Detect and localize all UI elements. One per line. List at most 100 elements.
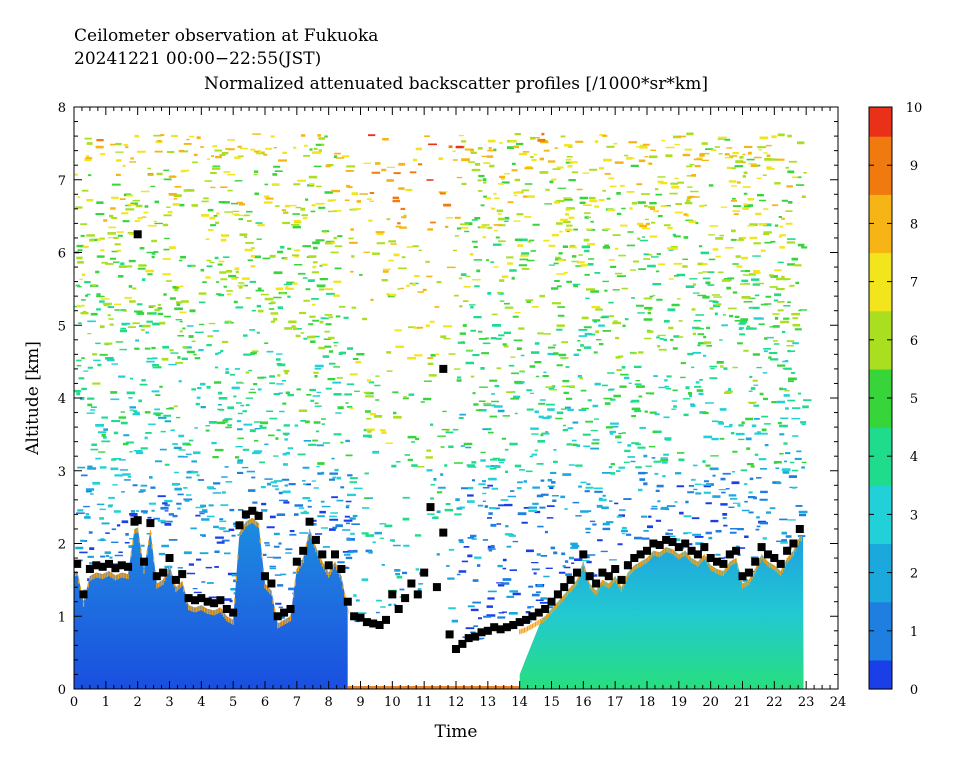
colorbar-segment [869, 155, 892, 166]
cloud-base-point [222, 605, 231, 613]
y-tick-label: 3 [58, 465, 66, 480]
cloud-base-point [630, 554, 639, 562]
x-tick-label: 1 [102, 695, 110, 710]
x-tick-label: 9 [356, 695, 364, 710]
cloud-base-point [124, 562, 133, 571]
cloud-base-point [725, 550, 734, 559]
cloud-base-point [693, 550, 702, 559]
colorbar-segment [869, 194, 892, 205]
cloud-base-point [248, 506, 257, 515]
y-tick-label: 6 [58, 247, 66, 262]
colorbar-segment [869, 446, 892, 457]
cloud-base-point [273, 612, 282, 621]
x-tick-label: 2 [134, 695, 142, 710]
colorbar-segment [869, 213, 892, 224]
cloud-base-point [388, 590, 397, 599]
colorbar-segment [869, 533, 892, 545]
cloud-base-point [324, 561, 333, 570]
x-tick-label: 15 [543, 695, 560, 710]
surface-layer-strip [347, 686, 520, 689]
x-tick-label: 12 [448, 695, 465, 710]
cloud-base-point [515, 618, 524, 627]
cloud-base-point [184, 594, 193, 603]
cloud-base-point [267, 579, 276, 588]
x-tick-label: 5 [229, 695, 237, 710]
cloud-base-point [636, 550, 645, 559]
colorbar-segment [869, 543, 892, 554]
cloud-base-point [789, 539, 798, 548]
colorbar-segment [869, 611, 892, 622]
colorbar-segment [869, 116, 892, 127]
cloud-base-point [783, 546, 792, 555]
cloud-base-point [111, 564, 120, 573]
cloud-base-point [764, 550, 772, 559]
colorbar-tick-label: 1 [910, 625, 918, 640]
cloud-base-point [458, 639, 467, 648]
colorbar-segment [869, 320, 892, 331]
y-tick-label: 8 [58, 101, 66, 116]
colorbar-segment [869, 669, 892, 680]
colorbar-segment [869, 281, 892, 292]
cloud-base-point [509, 621, 518, 629]
cloud-base-point [617, 575, 626, 584]
colorbar-segment [869, 601, 892, 612]
cloud-base-point [178, 570, 187, 579]
x-tick-label: 18 [639, 695, 656, 710]
cloud-base-point [477, 628, 486, 637]
cloud-base-point [98, 562, 107, 571]
cloud-base-point [795, 525, 804, 533]
x-tick-label: 7 [293, 695, 301, 710]
cloud-base-point [483, 626, 492, 635]
cloud-base-point [117, 561, 126, 570]
cloud-base-point [420, 568, 429, 577]
colorbar-segment [869, 378, 892, 389]
colorbar-segment [869, 368, 892, 380]
cloud-base-point [318, 550, 327, 559]
cloud-base-point [687, 546, 696, 555]
x-tick-label: 10 [384, 695, 401, 710]
cloud-base-point [191, 596, 199, 605]
cloud-base-point [553, 590, 562, 599]
isolated-cloud-point [439, 364, 448, 373]
x-tick-label: 0 [70, 695, 78, 710]
y-tick-label: 0 [58, 683, 66, 698]
colorbar-segment [869, 514, 892, 525]
x-tick-label: 16 [575, 695, 592, 710]
colorbar-segment [869, 475, 892, 486]
cloud-base-point [311, 535, 320, 544]
plot-area [74, 107, 838, 689]
cloud-base-point [92, 561, 101, 570]
colorbar-segment [869, 339, 892, 351]
cloud-base-point [534, 608, 543, 617]
colorbar-tick-label: 6 [910, 334, 918, 349]
colorbar-tick-label: 7 [910, 276, 918, 291]
cloud-base-point [662, 535, 671, 544]
colorbar-segment [869, 630, 892, 642]
colorbar-segment [869, 223, 892, 234]
cloud-base-point [452, 645, 460, 653]
cloud-base-point [770, 554, 779, 562]
cloud-base-point [649, 539, 658, 548]
cloud-base-point [496, 625, 505, 634]
colorbar-segment [869, 359, 892, 370]
colorbar-segment [869, 310, 892, 321]
cloud-base-point [700, 543, 709, 552]
x-tick-label: 21 [734, 695, 751, 710]
cloud-base-point [343, 597, 352, 606]
cloud-base-point [146, 519, 155, 528]
cloud-base-point [382, 615, 390, 624]
colorbar-segment [869, 204, 892, 215]
colorbar-segment [869, 136, 892, 147]
cloud-base-point [598, 568, 607, 577]
cloud-base-point [738, 572, 747, 581]
colorbar-segment [869, 126, 892, 137]
colorbar-segment [869, 262, 892, 273]
cloud-base-point [706, 554, 715, 562]
x-tick-label: 8 [325, 695, 333, 710]
cloud-base-point [566, 575, 575, 584]
cloud-base-points [74, 230, 804, 653]
colorbar-segment [869, 184, 892, 195]
cloud-base-point [604, 572, 613, 581]
colorbar-tick-label: 0 [910, 683, 918, 698]
cloud-base-point [331, 550, 339, 559]
